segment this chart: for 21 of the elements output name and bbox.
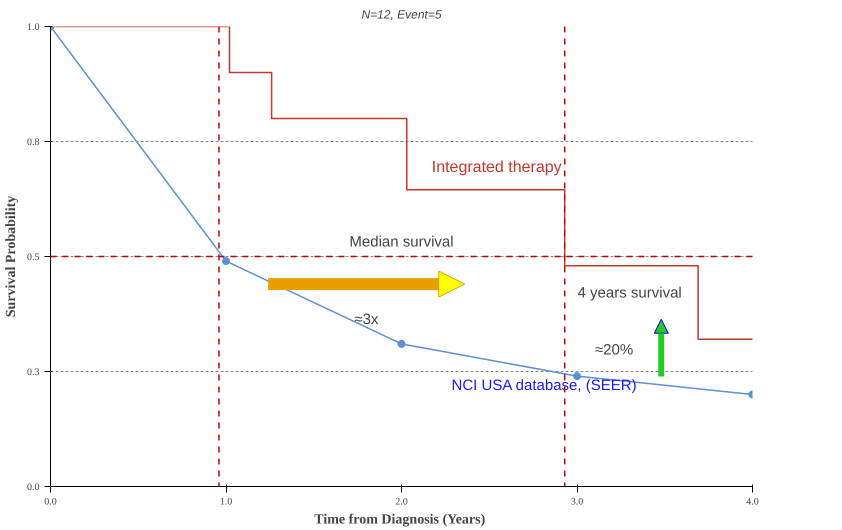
x-tick-label: 4.0	[746, 496, 759, 508]
point	[398, 340, 406, 348]
annotation: ≈3x	[354, 310, 379, 328]
x-tick-label: 2.0	[395, 496, 408, 508]
series-label: Integrated therapy	[432, 158, 562, 176]
chart-title: N=12, Event=5	[361, 8, 442, 22]
y-tick-label: 1.0	[27, 22, 40, 33]
x-tick-label: 0.0	[44, 496, 57, 508]
annotation: ≈20%	[594, 342, 634, 359]
series-label: NCI USA database, (SEER)	[452, 376, 637, 394]
x-axis-title: Time from Diagnosis (Years)	[314, 512, 486, 528]
point	[222, 257, 230, 266]
y-tick-label: 0.8	[27, 137, 40, 148]
x-tick-label: 1.0	[220, 496, 232, 508]
y-axis-title: Survival Probability	[4, 196, 19, 318]
x-tick-label: 3.0	[570, 496, 584, 508]
y-tick-label: 0.5	[27, 252, 40, 263]
annotation: 4 years survival	[578, 284, 682, 302]
y-tick-label: 0.0	[27, 482, 40, 493]
ref-line-label: Median survival	[349, 234, 454, 250]
y-tick-label: 0.3	[27, 367, 40, 378]
